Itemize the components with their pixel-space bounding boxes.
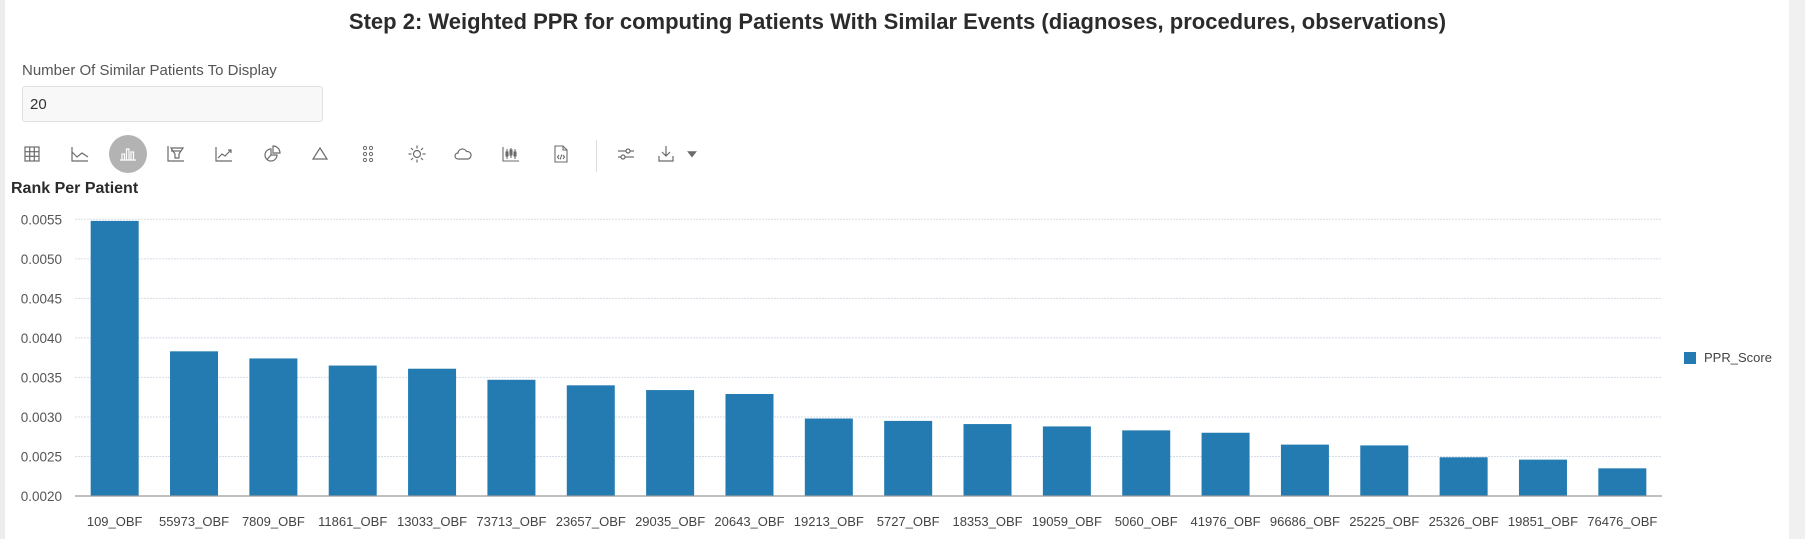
y-tick-label: 0.0045 [21, 291, 62, 306]
line-chart-icon [71, 147, 89, 162]
chart-title: Rank Per Patient [11, 180, 139, 197]
x-tick-label: 13033_OBF [397, 514, 467, 529]
similar-patients-input[interactable] [22, 86, 323, 122]
y-tick-label: 0.0040 [21, 331, 62, 346]
x-axis-ticks: 109_OBF 55973_OBF 7809_OBF 11861_OBF 13033_O… [87, 514, 1658, 529]
x-tick-label: 7809_OBF [242, 514, 305, 529]
bar[interactable] [1201, 432, 1250, 496]
x-tick-label: 5727_OBF [877, 514, 940, 529]
sliders-icon [618, 148, 634, 160]
trend-chart-icon [215, 147, 232, 162]
download-button[interactable] [647, 135, 685, 173]
chart-settings-button[interactable] [607, 135, 645, 173]
cloud-icon [454, 148, 472, 160]
sun-icon [408, 145, 426, 163]
stock-chart-button[interactable] [492, 135, 530, 173]
bar[interactable] [1042, 426, 1091, 496]
trend-chart-button[interactable] [205, 135, 243, 173]
sunburst-chart-button[interactable] [398, 135, 436, 173]
x-tick-label: 5060_OBF [1115, 514, 1178, 529]
scatter-chart-button[interactable] [349, 135, 387, 173]
x-tick-label: 11861_OBF [318, 514, 387, 529]
bar[interactable] [487, 379, 536, 496]
bar[interactable] [1598, 468, 1647, 496]
download-menu-toggle[interactable] [684, 135, 700, 173]
bar[interactable] [249, 358, 298, 496]
bar[interactable] [90, 220, 139, 496]
bar[interactable] [408, 368, 457, 496]
y-tick-label: 0.0030 [21, 410, 62, 425]
x-tick-label: 55973_OBF [159, 514, 229, 529]
y-tick-label: 0.0020 [21, 489, 62, 504]
dots-grid-icon [362, 145, 374, 163]
x-tick-label: 109_OBF [87, 514, 143, 529]
bar[interactable] [170, 351, 219, 496]
x-tick-label: 20643_OBF [714, 514, 784, 529]
similar-patients-label: Number Of Similar Patients To Display [22, 62, 277, 79]
bar-chart-icon [120, 148, 136, 161]
table-view-button[interactable] [13, 135, 51, 173]
toolbar-separator [596, 140, 597, 172]
x-tick-label: 29035_OBF [635, 514, 705, 529]
triangle-icon [311, 146, 329, 160]
x-tick-label: 25225_OBF [1349, 514, 1419, 529]
chart-type-toolbar [0, 134, 720, 174]
pie-chart-button[interactable] [253, 135, 291, 173]
x-tick-label: 25326_OBF [1429, 514, 1499, 529]
x-tick-label: 76476_OBF [1587, 514, 1657, 529]
bar[interactable] [328, 365, 377, 496]
legend[interactable]: PPR_Score [1684, 350, 1772, 365]
triangle-chart-button[interactable] [301, 135, 339, 173]
bar[interactable] [1280, 444, 1329, 496]
page-title: Step 2: Weighted PPR for computing Patie… [348, 9, 1447, 34]
x-tick-label: 19213_OBF [794, 514, 864, 529]
pie-chart-icon [264, 145, 281, 162]
x-tick-label: 96686_OBF [1270, 514, 1340, 529]
x-tick-label: 23657_OBF [556, 514, 626, 529]
bar[interactable] [1360, 445, 1409, 496]
y-tick-label: 0.0035 [21, 370, 62, 385]
funnel-chart-icon [167, 146, 185, 162]
custom-visualization-button[interactable] [542, 135, 580, 173]
area-chart-button[interactable] [61, 135, 99, 173]
x-tick-label: 73713_OBF [476, 514, 546, 529]
table-icon [24, 146, 40, 162]
bar[interactable] [963, 424, 1012, 496]
legend-label: PPR_Score [1704, 350, 1772, 365]
bar[interactable] [884, 420, 933, 496]
bar[interactable] [1518, 459, 1567, 496]
x-tick-label: 19851_OBF [1508, 514, 1578, 529]
y-tick-label: 0.0050 [21, 252, 62, 267]
bars [90, 220, 1647, 496]
left-edge-strip [0, 0, 5, 539]
bar[interactable] [725, 394, 774, 496]
candlestick-icon [502, 147, 519, 162]
download-icon [658, 146, 674, 162]
tag-cloud-button[interactable] [444, 135, 482, 173]
x-tick-label: 19059_OBF [1032, 514, 1102, 529]
bar[interactable] [1122, 430, 1171, 496]
bar-chart-button[interactable] [109, 135, 147, 173]
funnel-chart-button[interactable] [157, 135, 195, 173]
y-tick-label: 0.0025 [21, 449, 62, 464]
y-axis-ticks: 0.0055 0.0050 0.0045 0.0040 0.0035 0.0030 0.00… [21, 212, 62, 504]
dropdown-arrow-icon [687, 151, 697, 158]
gridlines [75, 218, 1662, 457]
y-tick-label: 0.0055 [21, 212, 62, 227]
scrollbar-track[interactable] [1789, 0, 1805, 539]
bar[interactable] [566, 385, 615, 496]
x-tick-label: 18353_OBF [952, 514, 1022, 529]
bar[interactable] [1439, 457, 1488, 496]
bar[interactable] [804, 418, 853, 496]
x-tick-label: 41976_OBF [1191, 514, 1261, 529]
legend-swatch [1684, 351, 1696, 364]
bar[interactable] [646, 390, 695, 496]
document-code-icon [554, 145, 568, 163]
